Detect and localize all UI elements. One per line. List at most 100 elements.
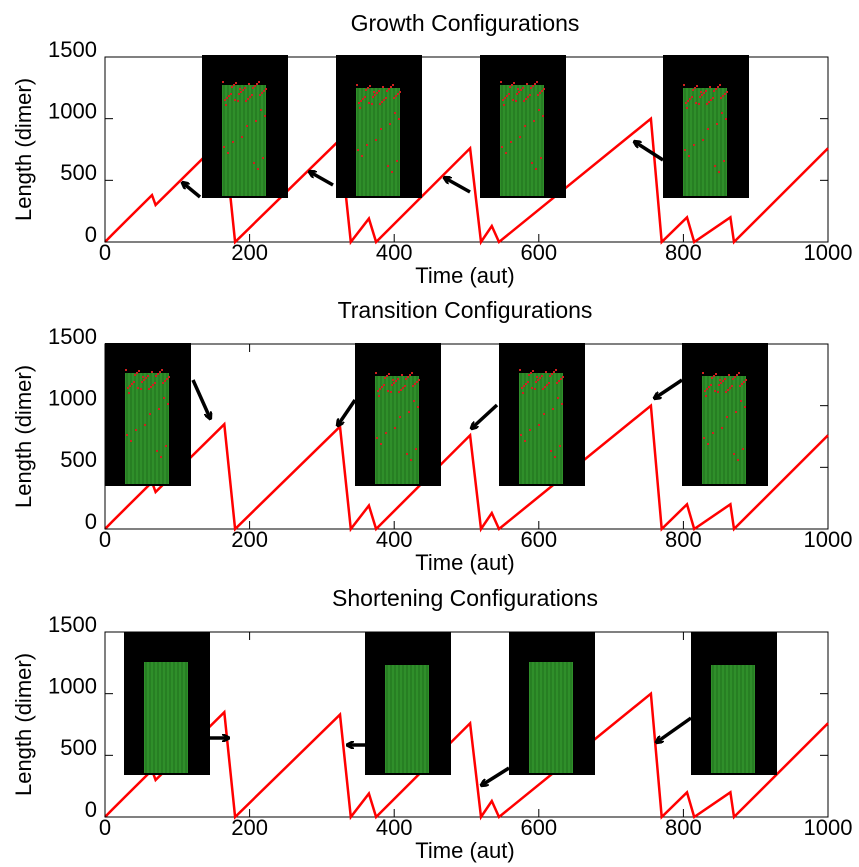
arrow	[191, 379, 210, 418]
inset-dot	[529, 94, 531, 96]
inset-dot	[720, 97, 722, 99]
inset-dot	[264, 115, 266, 117]
inset-dot	[159, 371, 161, 373]
inset-image	[124, 632, 210, 775]
inset-dot	[698, 103, 700, 105]
x-tick-label: 200	[231, 240, 268, 265]
inset-dot	[126, 434, 128, 436]
inset-dot	[388, 373, 390, 375]
inset-dot	[725, 391, 727, 393]
inset-dot	[726, 91, 728, 93]
inset-dot	[161, 369, 163, 371]
inset-dot	[396, 160, 398, 162]
inset-dot	[718, 171, 720, 173]
inset-dot	[728, 374, 730, 376]
inset-dot	[538, 424, 540, 426]
inset-dot	[383, 99, 385, 101]
inset-dot	[151, 371, 153, 373]
x-tick-label: 200	[231, 815, 268, 840]
inset-dot	[525, 383, 527, 385]
inset-dot	[717, 391, 719, 393]
inset-dot	[411, 372, 413, 374]
inset-dot	[722, 380, 724, 382]
inset-dot	[387, 165, 389, 167]
chart-title: Growth Configurations	[351, 10, 580, 36]
x-tick-label: 800	[665, 527, 702, 552]
inset-dot	[546, 384, 548, 386]
inset-dot	[696, 85, 698, 87]
inset-dot	[543, 413, 545, 415]
inset-dot	[374, 94, 376, 96]
inset-dot	[736, 374, 738, 376]
inset-dot	[713, 375, 715, 377]
inset-dot	[356, 84, 358, 86]
inset-dot	[548, 382, 550, 384]
arrow	[655, 378, 683, 398]
arrow	[635, 142, 664, 162]
inset-dot	[416, 381, 418, 383]
inset-dot	[371, 103, 373, 105]
inset-dot	[248, 83, 250, 85]
inset-dot	[380, 443, 382, 445]
inset-dot	[157, 373, 159, 375]
inset-dot	[145, 377, 147, 379]
inset-dot	[558, 380, 560, 382]
inset-dot	[232, 141, 234, 143]
inset-dot	[227, 152, 229, 154]
inset-dot	[407, 376, 409, 378]
y-tick-label: 1000	[48, 98, 97, 123]
inset-dot	[263, 90, 265, 92]
arrow	[310, 172, 334, 187]
inset-dot	[725, 118, 727, 120]
inset-image	[365, 632, 451, 775]
inset-dot	[367, 87, 369, 89]
inset-dot	[542, 115, 544, 117]
y-tick-label: 500	[60, 735, 97, 760]
inset-dot	[504, 97, 506, 99]
inset-dot	[707, 128, 709, 130]
y-axis-label: Length (dimer)	[11, 78, 36, 221]
inset-dot	[553, 371, 555, 373]
inset-dot	[519, 136, 521, 138]
inset-dot	[147, 375, 149, 377]
inset-dot	[561, 403, 563, 405]
inset-dot	[395, 380, 397, 382]
inset-dot	[377, 390, 379, 392]
inset-dot	[251, 94, 253, 96]
arrow	[657, 716, 693, 742]
inset-dot	[727, 389, 729, 391]
inset-dot	[700, 91, 702, 93]
inset-dot	[534, 388, 536, 390]
inset-dot	[163, 397, 165, 399]
inset-dot	[531, 387, 533, 389]
inset-dot	[160, 456, 162, 458]
inset-dot	[710, 384, 712, 386]
inset-dot	[155, 375, 157, 377]
inset-dot	[560, 378, 562, 380]
inset-dot	[500, 81, 502, 83]
y-axis-label: Length (dimer)	[11, 653, 36, 796]
inset-dot	[379, 388, 381, 390]
x-tick-label: 1000	[804, 527, 853, 552]
inset-dot	[512, 99, 514, 101]
inset-dot	[394, 427, 396, 429]
inset-dot	[365, 89, 367, 91]
inset-image	[499, 343, 585, 486]
inset-dot	[532, 85, 534, 87]
inset-dot	[257, 168, 259, 170]
inset-dot	[255, 120, 257, 122]
inset-dot	[141, 381, 143, 383]
inset-dot	[721, 112, 723, 114]
inset-dot	[528, 374, 530, 376]
inset-dot	[706, 103, 708, 105]
inset-dot	[532, 370, 534, 372]
inset-dot	[129, 385, 131, 387]
inset-dot	[543, 88, 545, 90]
inset-dot	[533, 120, 535, 122]
chart-title: Transition Configurations	[338, 297, 593, 323]
inset-dot	[743, 381, 745, 383]
inset-dot	[708, 101, 710, 103]
inset-dot	[245, 100, 247, 102]
inset-dot	[136, 372, 138, 374]
inset-dot	[530, 372, 532, 374]
